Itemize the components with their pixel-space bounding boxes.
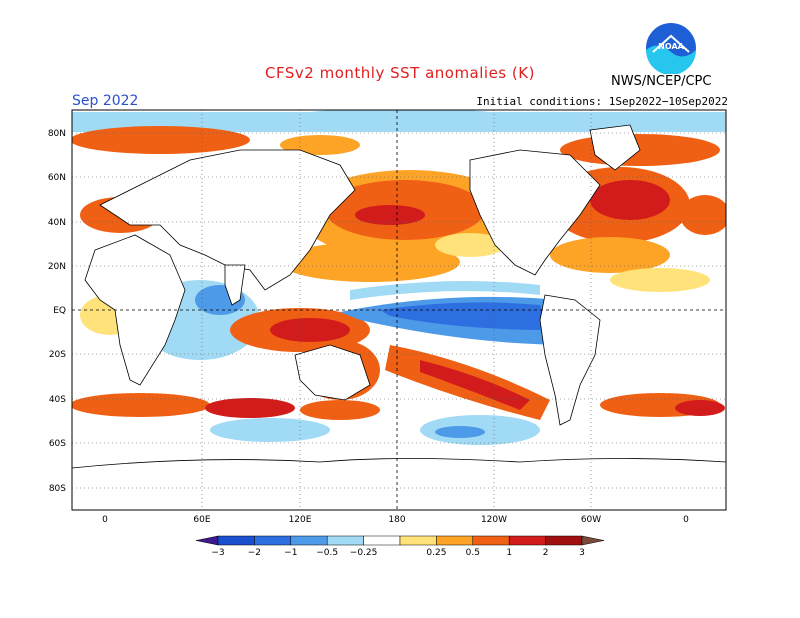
- colorbar-tick-label: −2: [248, 548, 261, 558]
- colorbar-segment: [545, 535, 583, 546]
- colorbar-segment: [217, 535, 255, 546]
- colorbar-max-arrow: [581, 535, 605, 546]
- colorbar-tick-label: −0.5: [316, 548, 338, 558]
- colorbar-tick-label: 0.25: [426, 548, 446, 558]
- colorbar: −3 −2 −1 −0.5 −0.25 0.25 0.5 1 2 3: [195, 535, 605, 558]
- lat-label: 80N: [48, 129, 66, 139]
- lat-label: 40S: [49, 395, 66, 405]
- lat-label: 20N: [48, 262, 66, 272]
- colorbar-segment: [508, 535, 546, 546]
- latitude-labels: 80N 60N 40N 20N EQ 20S 40S 60S 80S: [48, 129, 66, 494]
- lon-label: 120E: [289, 515, 312, 525]
- lon-label: 60E: [193, 515, 210, 525]
- colorbar-segment: [399, 535, 437, 546]
- colorbar-tick-label: 3: [579, 548, 585, 558]
- lat-label: 80S: [49, 484, 66, 494]
- colorbar-tick-label: 0.5: [466, 548, 480, 558]
- colorbar-segment: [472, 535, 510, 546]
- agency-label: NWS/NCEP/CPC: [611, 74, 712, 89]
- longitude-labels: 0 60E 120E 180 120W 60W 0: [102, 515, 689, 525]
- colorbar-segment: [363, 535, 401, 546]
- lon-label: 120W: [481, 515, 507, 525]
- initial-conditions: Initial conditions: 1Sep2022−10Sep2022: [476, 95, 728, 108]
- lon-label: 60W: [581, 515, 601, 525]
- anomaly-field: [72, 110, 726, 510]
- colorbar-segment: [290, 535, 328, 546]
- lat-label: 20S: [49, 350, 66, 360]
- lon-label: 0: [683, 515, 689, 525]
- colorbar-segment: [436, 535, 474, 546]
- colorbar-tick-label: −3: [211, 548, 224, 558]
- lat-label: EQ: [53, 306, 66, 316]
- lat-label: 60N: [48, 173, 66, 183]
- colorbar-tick-label: −1: [284, 548, 297, 558]
- colorbar-tick-label: −0.25: [350, 548, 378, 558]
- lon-label: 0: [102, 515, 108, 525]
- colorbar-min-arrow: [195, 535, 219, 546]
- noaa-logo: NOAA: [645, 22, 697, 75]
- colorbar-segment: [254, 535, 292, 546]
- lat-label: 40N: [48, 218, 66, 228]
- colorbar-tick-label: 2: [543, 548, 549, 558]
- colorbar-tick-label: 1: [506, 548, 512, 558]
- forecast-month: Sep 2022: [72, 93, 139, 109]
- lat-label: 60S: [49, 439, 66, 449]
- lon-label: 180: [388, 515, 405, 525]
- map-title: CFSv2 monthly SST anomalies (K): [265, 64, 535, 82]
- colorbar-segment: [326, 535, 364, 546]
- logo-label: NOAA: [658, 42, 684, 51]
